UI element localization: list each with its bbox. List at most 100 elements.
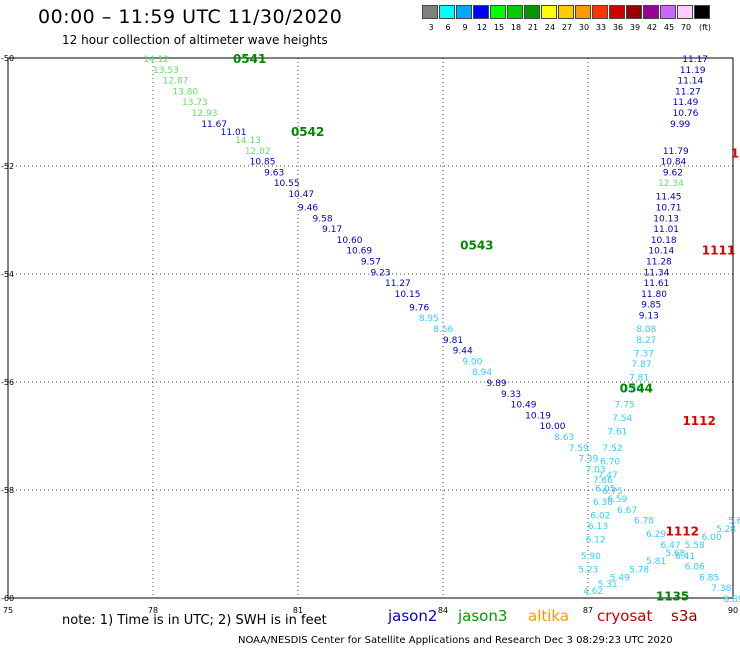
wave-height-value: 10.15: [395, 290, 421, 300]
wave-height-value: 6.75: [603, 487, 623, 497]
wave-height-value: 7.86: [622, 384, 642, 394]
lat-tick-label: -58: [1, 486, 14, 495]
wave-height-value: 14.12: [143, 55, 169, 65]
wave-height-value: 10.85: [250, 158, 276, 168]
wave-height-value: 8.08: [636, 325, 656, 335]
wave-height-value: 7.47: [598, 471, 618, 481]
wave-height-value: 7.39: [578, 455, 598, 465]
pass-time-label: 0544: [620, 381, 653, 395]
wave-height-value: 9.17: [322, 225, 342, 235]
wave-height-value: 6.13: [588, 522, 608, 532]
wave-height-value: 13.80: [172, 87, 198, 97]
wave-height-value: 5.28: [716, 525, 736, 535]
legend-label: 24: [544, 23, 556, 32]
lat-tick-label: -60: [1, 594, 14, 603]
wave-height-value: 9.81: [443, 336, 463, 346]
wave-height-value: 7.75: [615, 401, 635, 411]
legend-swatch: [456, 5, 472, 19]
wave-height-value: 9.46: [298, 204, 318, 214]
wave-height-value: 10.47: [288, 190, 314, 200]
wave-height-value: 9.57: [361, 258, 381, 268]
wave-height-value: 6.06: [685, 563, 705, 573]
wave-height-value: 11.49: [673, 98, 699, 108]
pass-time-label: 1112: [666, 525, 699, 539]
page-subtitle: 12 hour collection of altimeter wave hei…: [62, 33, 328, 47]
legend-swatch: [592, 5, 608, 19]
legend-label: 15: [493, 23, 505, 32]
wave-height-value: 10.49: [511, 401, 537, 411]
wave-height-value: 5.49: [610, 573, 630, 583]
wave-height-value: 13.73: [182, 98, 208, 108]
wave-height-value: 6.47: [661, 541, 681, 551]
lon-tick-label: 81: [293, 606, 303, 615]
wave-height-value: 9.62: [663, 168, 683, 178]
wave-height-value: 6.78: [634, 517, 654, 527]
satellite-cryosat: cryosat: [597, 607, 653, 625]
footnote: note: 1) Time is in UTC; 2) SWH is in fe…: [62, 613, 327, 628]
page-title: 00:00 – 11:59 UTC 11/30/2020: [38, 6, 343, 28]
wave-height-value: 9.76: [409, 303, 429, 313]
legend-label: 12: [476, 23, 488, 32]
wave-height-value: 10.55: [274, 179, 300, 189]
wave-height-value: 7.38: [711, 584, 731, 594]
wave-height-value: 9.99: [670, 120, 690, 130]
wave-height-value: 7.59: [569, 444, 589, 454]
lat-tick-label: -50: [1, 54, 14, 63]
legend-swatch: [490, 5, 506, 19]
wave-height-value: 6.89: [723, 595, 740, 605]
wave-height-value: 9.00: [462, 357, 482, 367]
wave-height-value: 8.94: [472, 368, 492, 378]
wave-height-value: 11.79: [663, 147, 689, 157]
legend-swatch: [643, 5, 659, 19]
wave-height-value: 5.81: [646, 557, 666, 567]
wave-height-value: 6.85: [699, 573, 719, 583]
legend-label: 18: [510, 23, 522, 32]
wave-height-value: 9.63: [264, 168, 284, 178]
wave-height-value: 9.58: [313, 214, 333, 224]
legend-label: 9: [462, 23, 468, 32]
wave-height-value: 11.17: [682, 55, 708, 65]
wave-height-value: 9.13: [639, 312, 659, 322]
wave-height-value: 11.27: [675, 87, 701, 97]
pass-time-label: 0542: [291, 125, 324, 139]
legend-swatch: [524, 5, 540, 19]
pass-time-label: 1135: [656, 589, 689, 603]
wave-height-value: 11.45: [656, 193, 682, 203]
wave-height-value: 7.52: [603, 444, 623, 454]
wave-height-value: 7.66: [593, 476, 613, 486]
wave-height-value: 6.67: [617, 506, 637, 516]
wave-height-value: 11.14: [677, 77, 703, 87]
wave-height-value: 10.69: [346, 247, 372, 257]
wave-height-value: 11.80: [641, 290, 667, 300]
lon-tick-label: 87: [583, 606, 593, 615]
wave-height-value: 11.19: [680, 66, 706, 76]
wave-height-value: 9.33: [501, 390, 521, 400]
map-frame: [7, 57, 734, 599]
legend-label: 42: [646, 23, 658, 32]
legend-label: 3: [428, 23, 434, 32]
wave-height-value: 8.63: [554, 433, 574, 443]
pass-time-label: 0543: [460, 238, 493, 252]
legend-swatch: [422, 5, 438, 19]
legend-swatch: [694, 5, 710, 19]
wave-height-value: 11.67: [201, 120, 227, 130]
wave-height-value: 12.93: [192, 109, 218, 119]
satellite-jason3: jason3: [458, 607, 508, 625]
legend-label: 30: [578, 23, 590, 32]
wave-height-value: 12.87: [163, 77, 189, 87]
wave-height-value: 11.01: [221, 128, 247, 138]
satellite-jason2: jason2: [388, 607, 438, 625]
pass-time-label: 0541: [233, 52, 266, 66]
wave-height-value: 7.03: [586, 465, 606, 475]
wave-height-value: 14.13: [235, 136, 261, 146]
wave-height-value: 6.29: [646, 530, 666, 540]
wave-height-value: 10.18: [651, 236, 677, 246]
wave-height-value: 8.56: [433, 325, 453, 335]
wave-height-value: 6.59: [607, 495, 627, 505]
wave-height-value: 9.44: [453, 347, 473, 357]
wave-height-value: 8.95: [419, 314, 439, 324]
wave-height-value: 4.62: [583, 587, 603, 597]
wave-height-value: 12.34: [658, 179, 684, 189]
legend-swatch: [558, 5, 574, 19]
